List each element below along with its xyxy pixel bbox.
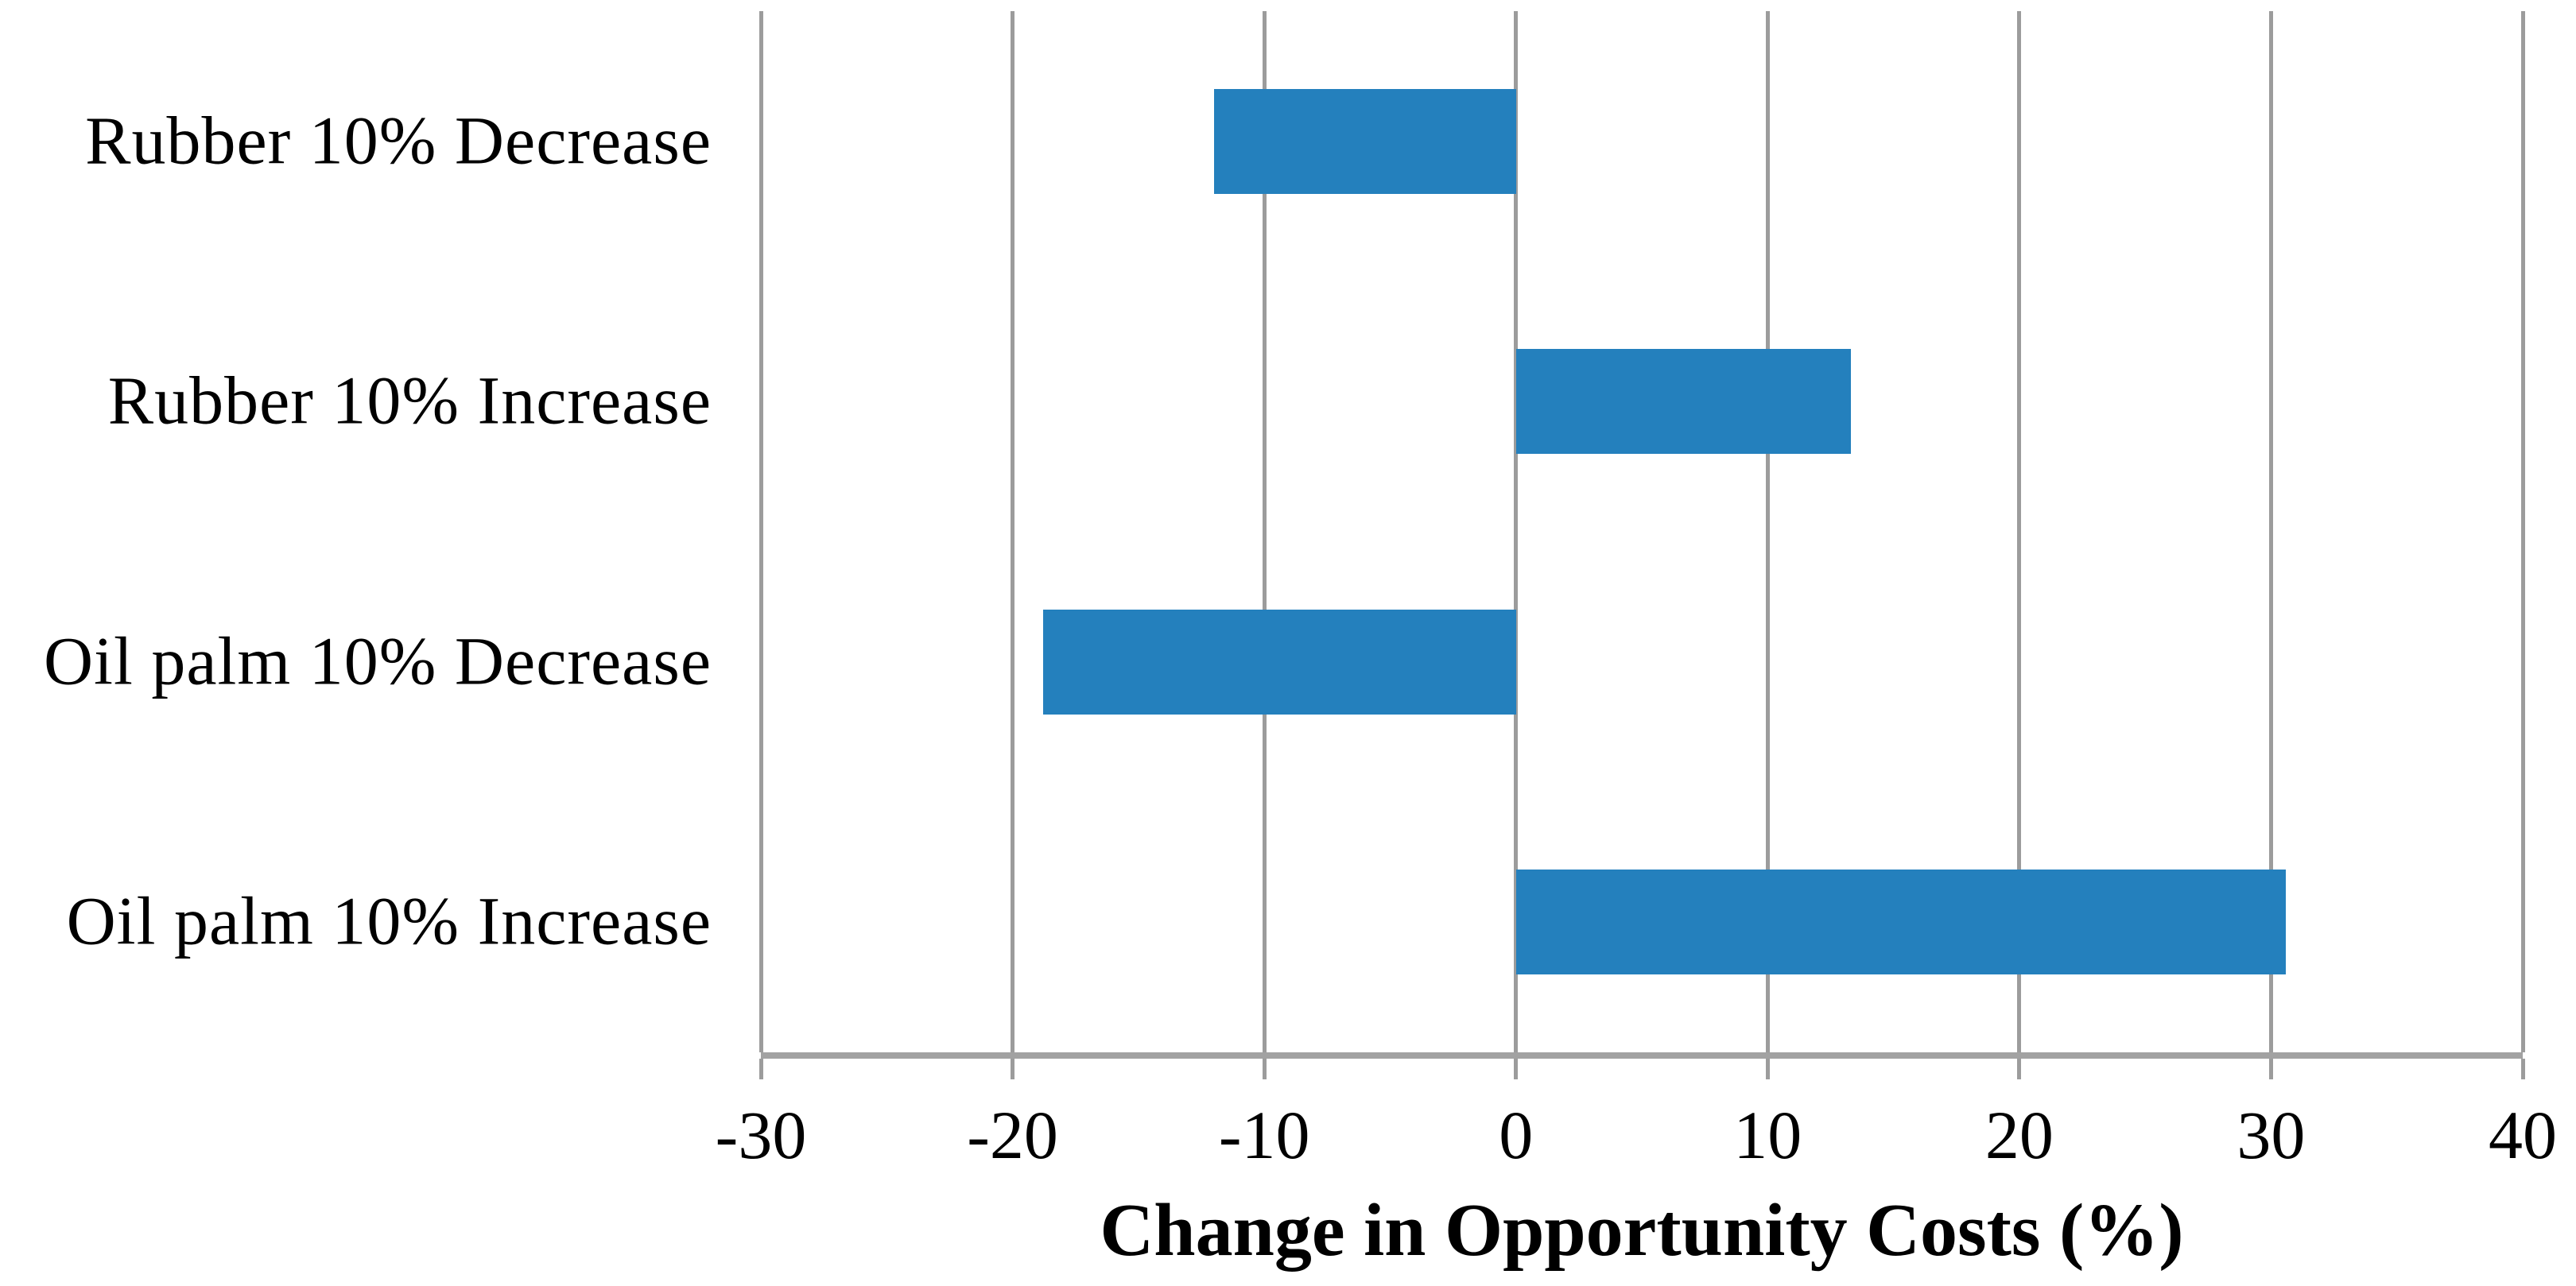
x-axis-tick-mark (1011, 1059, 1015, 1079)
x-axis-tick-label: 20 (1984, 1097, 2054, 1173)
category-label: Rubber 10% Decrease (85, 102, 712, 179)
x-axis-title: Change in Opportunity Costs (%) (1100, 1189, 2184, 1272)
bar (1042, 609, 1516, 715)
gridline (1262, 11, 1267, 1052)
x-axis-tick-mark (1514, 1059, 1519, 1079)
gridline (2017, 11, 2022, 1052)
x-axis-tick-label: 10 (1733, 1097, 1802, 1173)
x-axis-tick-label: -20 (967, 1097, 1058, 1173)
x-axis-tick-label: 40 (2489, 1097, 2557, 1173)
bar (1515, 870, 2287, 975)
x-axis-tick-mark (2268, 1059, 2273, 1079)
x-axis-tick-mark (758, 1059, 763, 1079)
x-axis-tick-mark (1262, 1059, 1267, 1079)
category-label: Oil palm 10% Increase (66, 882, 712, 959)
x-axis-tick-label: -30 (715, 1097, 807, 1173)
gridline (1011, 11, 1015, 1052)
x-axis-tick-mark (2017, 1059, 2022, 1079)
x-axis-tick-mark (1765, 1059, 1770, 1079)
x-axis-tick-label: -10 (1218, 1097, 1310, 1173)
x-axis-tick-label: 0 (1499, 1097, 1534, 1173)
category-label: Rubber 10% Increase (107, 362, 712, 439)
bar (1213, 88, 1516, 194)
gridline (2268, 11, 2273, 1052)
gridline (758, 11, 763, 1052)
x-axis-tick-mark (2520, 1059, 2525, 1079)
x-axis-line (761, 1052, 2523, 1059)
gridline (1514, 11, 1519, 1052)
gridline (2520, 11, 2525, 1052)
category-label: Oil palm 10% Decrease (43, 622, 712, 699)
gridline (1765, 11, 1770, 1052)
x-axis-tick-label: 30 (2237, 1097, 2306, 1173)
bar (1515, 349, 1851, 455)
